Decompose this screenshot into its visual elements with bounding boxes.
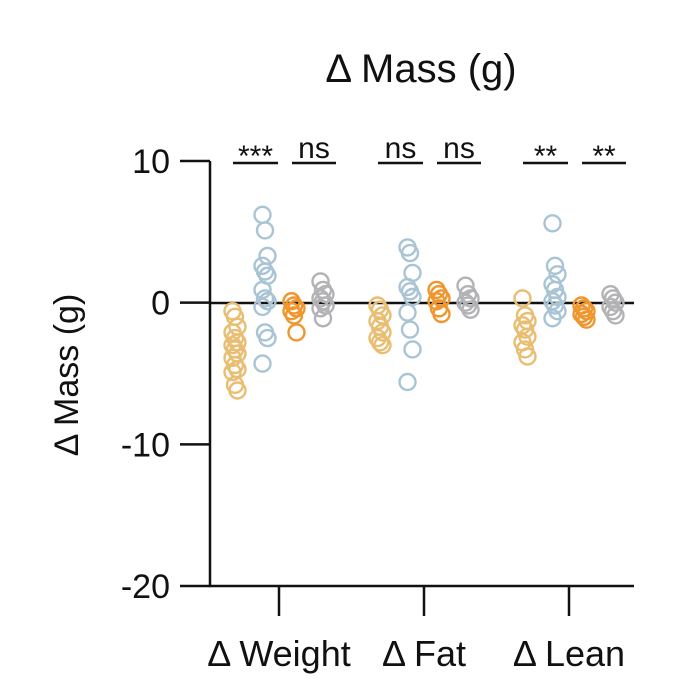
data-point — [606, 293, 625, 312]
significance-label: ns — [298, 132, 330, 165]
y-axis-ticks: 10 0 -10 -20 — [121, 143, 210, 606]
data-point — [577, 310, 596, 329]
data-point — [543, 309, 562, 328]
data-point — [253, 205, 272, 225]
data-point — [403, 340, 422, 359]
data-point — [400, 243, 420, 263]
data-point — [258, 328, 277, 348]
x-axis-groups: Δ Weight Δ Fat Δ Lean — [207, 586, 625, 674]
data-point — [398, 372, 417, 392]
data-point — [284, 306, 304, 325]
data-point — [574, 307, 594, 327]
data-point — [287, 323, 306, 342]
data-point — [373, 335, 392, 355]
y-tick-label: 10 — [132, 143, 170, 181]
data-point — [572, 304, 591, 324]
data-point — [543, 214, 562, 233]
data-point — [253, 297, 272, 317]
data-point — [373, 323, 392, 342]
significance-label: *** — [238, 140, 273, 173]
data-point — [255, 221, 275, 240]
data-point — [398, 303, 417, 322]
significance-label: ns — [443, 132, 475, 165]
significance-markers: *** ns ns ns ** ** — [233, 132, 626, 173]
data-point — [258, 292, 277, 311]
data-points — [223, 205, 625, 400]
chart-title: Δ Mass (g) — [325, 47, 516, 91]
data-point — [228, 381, 247, 400]
data-point — [400, 320, 420, 339]
significance-label: ** — [592, 140, 616, 173]
y-tick-label: 0 — [151, 285, 170, 323]
significance-label: ns — [385, 132, 417, 165]
data-point — [313, 309, 333, 328]
data-point — [518, 347, 537, 366]
data-point — [548, 287, 567, 307]
data-point — [258, 246, 277, 266]
data-point — [432, 304, 451, 324]
data-point — [255, 289, 275, 308]
data-point — [370, 333, 390, 352]
data-point — [253, 354, 272, 373]
data-point — [606, 306, 625, 325]
data-point — [518, 327, 537, 346]
data-point — [513, 289, 532, 308]
data-point — [223, 362, 242, 382]
x-group-label: Δ Lean — [513, 633, 625, 674]
x-group-label: Δ Weight — [207, 633, 350, 674]
data-point — [461, 300, 480, 319]
y-tick-label: -10 — [121, 426, 170, 464]
significance-label: ** — [534, 140, 558, 173]
data-point — [545, 256, 565, 276]
y-axis-label: Δ Mass (g) — [48, 294, 86, 457]
data-point — [311, 299, 330, 318]
x-group-label: Δ Fat — [382, 633, 466, 674]
y-tick-label: -20 — [121, 568, 170, 606]
